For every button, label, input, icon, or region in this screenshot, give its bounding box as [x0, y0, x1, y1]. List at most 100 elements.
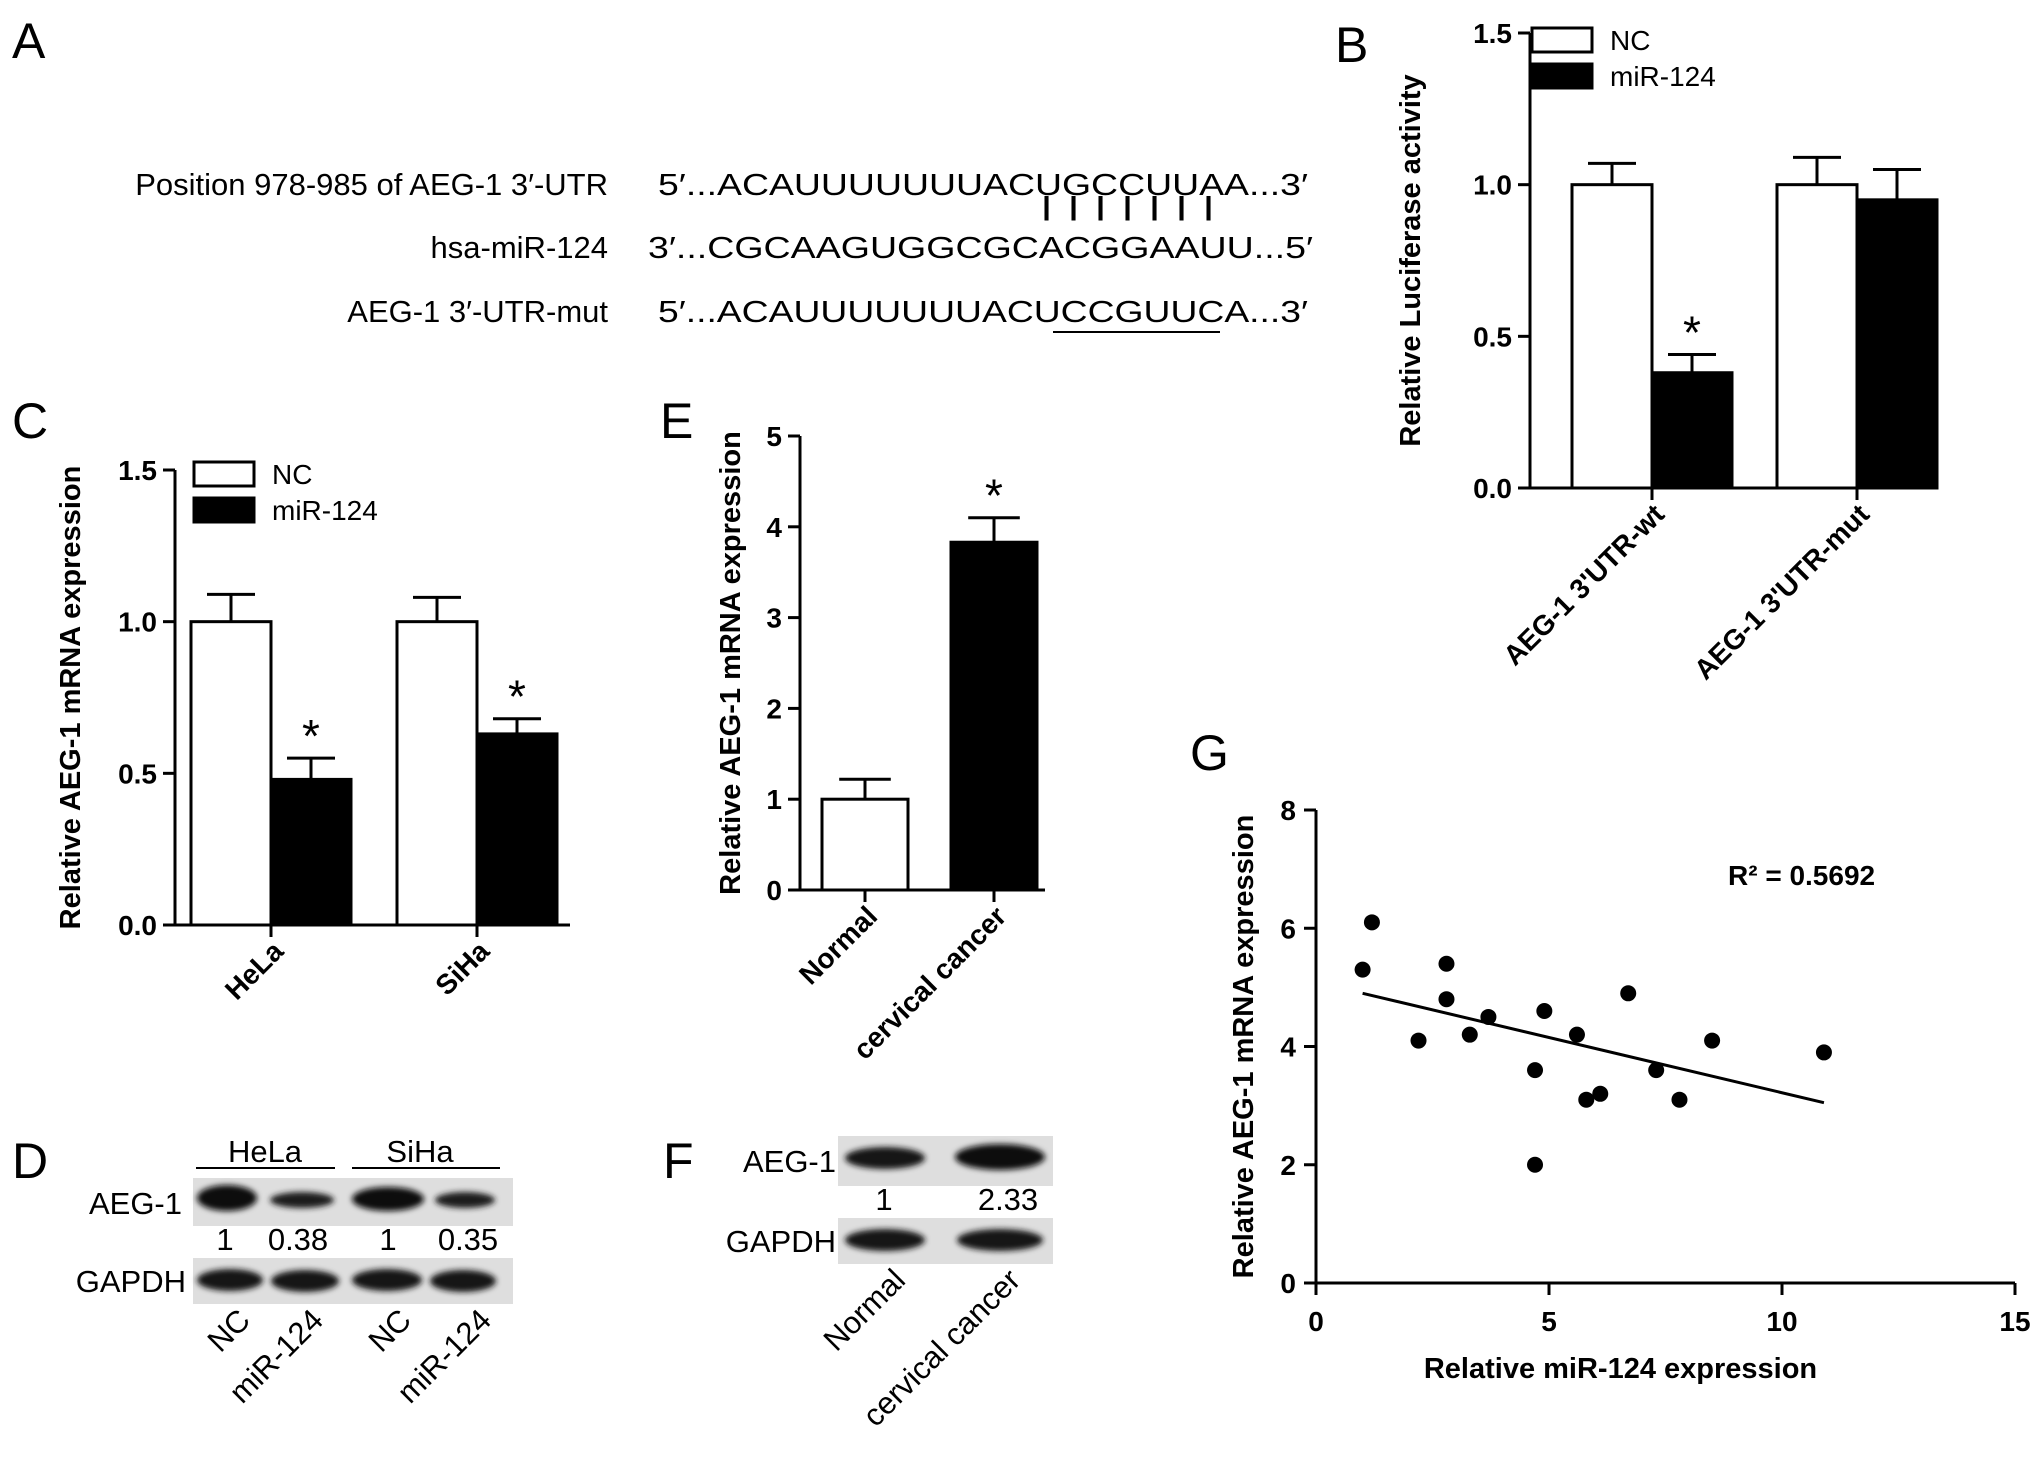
legend-label: NC — [1610, 25, 1650, 56]
scatter-point — [1815, 1044, 1832, 1061]
y-tick-label: 0 — [1280, 1268, 1296, 1299]
panel-b: B 0.0 0.5 1.0 1.5 Relative Luciferase activi… — [1335, 17, 1939, 686]
y-tick-label: 5 — [766, 421, 782, 452]
blot-d-group-2: SiHa — [386, 1134, 454, 1169]
scatter-point — [1648, 1062, 1665, 1079]
blot-band — [197, 1185, 257, 1211]
y-tick-label: 6 — [1280, 913, 1296, 944]
panel-letter-e: E — [660, 393, 693, 449]
panel-e: E 0 1 2 3 4 5 Relative AEG-1 mRNA expression No… — [660, 393, 1045, 1065]
scatter-point — [1568, 1026, 1585, 1043]
panel-a: A Position 978-985 of AEG-1 3′-UTR 5′...… — [12, 13, 1313, 333]
y-axis-label: Relative AEG-1 mRNA expression — [1228, 815, 1260, 1279]
x-tick-label: SiHa — [429, 935, 495, 1001]
significance-star: * — [985, 470, 1003, 522]
significance-star: * — [302, 710, 320, 762]
bar — [395, 620, 479, 927]
scatter-point — [1671, 1091, 1688, 1108]
y-tick-label: 0.5 — [1473, 321, 1512, 352]
y-tick-label: 0 — [766, 875, 782, 906]
bar — [269, 777, 353, 927]
scatter-point — [1438, 955, 1455, 972]
blot-f-value: 2.33 — [978, 1182, 1038, 1217]
pairing-marks: | | | | | | | — [1040, 191, 1215, 221]
y-tick-label: 0.0 — [118, 910, 157, 941]
x-tick-label: 5 — [1541, 1306, 1557, 1337]
blot-d-lane: NC — [362, 1302, 418, 1358]
r-squared-annotation: R² = 0.5692 — [1728, 860, 1875, 891]
x-tick-label: Normal — [793, 900, 883, 990]
y-axis-label: Relative Luciferase activity — [1395, 74, 1427, 446]
panel-g: G 0 2 4 6 8 0 5 10 15 Relative miR-124 expression… — [1190, 725, 2031, 1385]
bar — [1855, 198, 1939, 490]
panel-letter-a: A — [12, 13, 46, 69]
blot-band — [955, 1144, 1045, 1170]
y-tick-label: 1.0 — [1473, 170, 1512, 201]
blot-f-lane: Normal — [817, 1262, 912, 1357]
scatter-point — [1363, 914, 1380, 931]
blot-d-row-aeg1: AEG-1 — [89, 1186, 182, 1221]
y-tick-label: 2 — [766, 693, 782, 724]
seq-row-sequence-3: 5′...ACAUUUUUUUACUCCGUUCA...3′ — [658, 294, 1308, 329]
scatter-point — [1527, 1156, 1544, 1173]
blot-band — [271, 1270, 339, 1292]
y-tick-label: 1.0 — [118, 607, 157, 638]
bar — [1650, 371, 1734, 490]
scatter-point — [1438, 991, 1455, 1008]
panel-letter-f: F — [663, 1133, 694, 1189]
blot-d-lane: NC — [201, 1302, 257, 1358]
scatter-point — [1354, 961, 1371, 978]
bar — [1775, 183, 1859, 490]
blot-d-row-gapdh: GAPDH — [76, 1264, 186, 1299]
scatter-point — [1704, 1032, 1721, 1049]
scatter-point — [1536, 1003, 1553, 1020]
seq-row-label-3: AEG-1 3′-UTR-mut — [347, 294, 608, 329]
blot-band — [197, 1269, 263, 1291]
legend-swatch — [192, 460, 256, 488]
significance-star: * — [1683, 307, 1701, 359]
panel-d: D HeLa SiHa AEG-1 GAPDH 1 0.38 1 0.35 NC… — [12, 1133, 513, 1410]
seq-row-label-2: hsa-miR-124 — [431, 230, 608, 265]
blot-f-row-gapdh: GAPDH — [726, 1224, 836, 1259]
scatter-point — [1620, 985, 1637, 1002]
scatter-point — [1461, 1026, 1478, 1043]
blot-f-row-aeg1: AEG-1 — [743, 1144, 836, 1179]
bar — [475, 732, 559, 927]
regression-line — [1362, 991, 1825, 1105]
panel-letter-c: C — [12, 393, 48, 449]
x-tick-label: 0 — [1308, 1306, 1324, 1337]
blot-f-value: 1 — [875, 1182, 892, 1217]
chart-e: 0 1 2 3 4 5 Relative AEG-1 mRNA expression Norm… — [715, 421, 1045, 1065]
y-tick-label: 1.5 — [118, 455, 157, 486]
chart-c: 0.0 0.5 1.0 1.5 Relative AEG-1 mRNA expressi… — [55, 455, 570, 1006]
y-tick-label: 4 — [1280, 1032, 1296, 1063]
seq-row-sequence-1: 5′...ACAUUUUUUUACUGCCUUAA...3′ — [658, 167, 1308, 202]
x-tick-label: HeLa — [219, 935, 290, 1006]
y-axis-label: Relative AEG-1 mRNA expression — [715, 431, 747, 895]
scatter-point — [1410, 1032, 1427, 1049]
seq-row-sequence-2: 3′...CGCAAGUGGCGCACGGAAUU...5′ — [648, 230, 1313, 265]
panel-letter-d: D — [12, 1133, 48, 1189]
blot-band — [957, 1229, 1043, 1251]
legend-label: miR-124 — [1610, 61, 1716, 92]
bar — [820, 797, 910, 892]
panel-letter-g: G — [1190, 725, 1229, 781]
x-tick-label: AEG-1 3'UTR-mut — [1688, 498, 1875, 685]
y-tick-label: 0.0 — [1473, 473, 1512, 504]
chart-b: 0.0 0.5 1.0 1.5 Relative Luciferase activity… — [1395, 18, 1939, 686]
legend-label: miR-124 — [272, 495, 378, 526]
blot-band — [270, 1192, 334, 1208]
panel-f: F AEG-1 GAPDH 1 2.33 Normal cervical can… — [663, 1133, 1053, 1433]
blot-band — [430, 1270, 496, 1292]
bar — [189, 620, 273, 927]
seq-row-label-1: Position 978-985 of AEG-1 3′-UTR — [135, 167, 608, 202]
blot-band — [845, 1147, 925, 1169]
blot-band — [435, 1192, 495, 1208]
scatter-point — [1578, 1091, 1595, 1108]
bar — [949, 540, 1039, 892]
scatter-point — [1480, 1008, 1497, 1025]
legend-swatch — [1530, 26, 1594, 54]
significance-star: * — [508, 671, 526, 723]
y-axis-label: Relative AEG-1 mRNA expression — [55, 466, 87, 930]
